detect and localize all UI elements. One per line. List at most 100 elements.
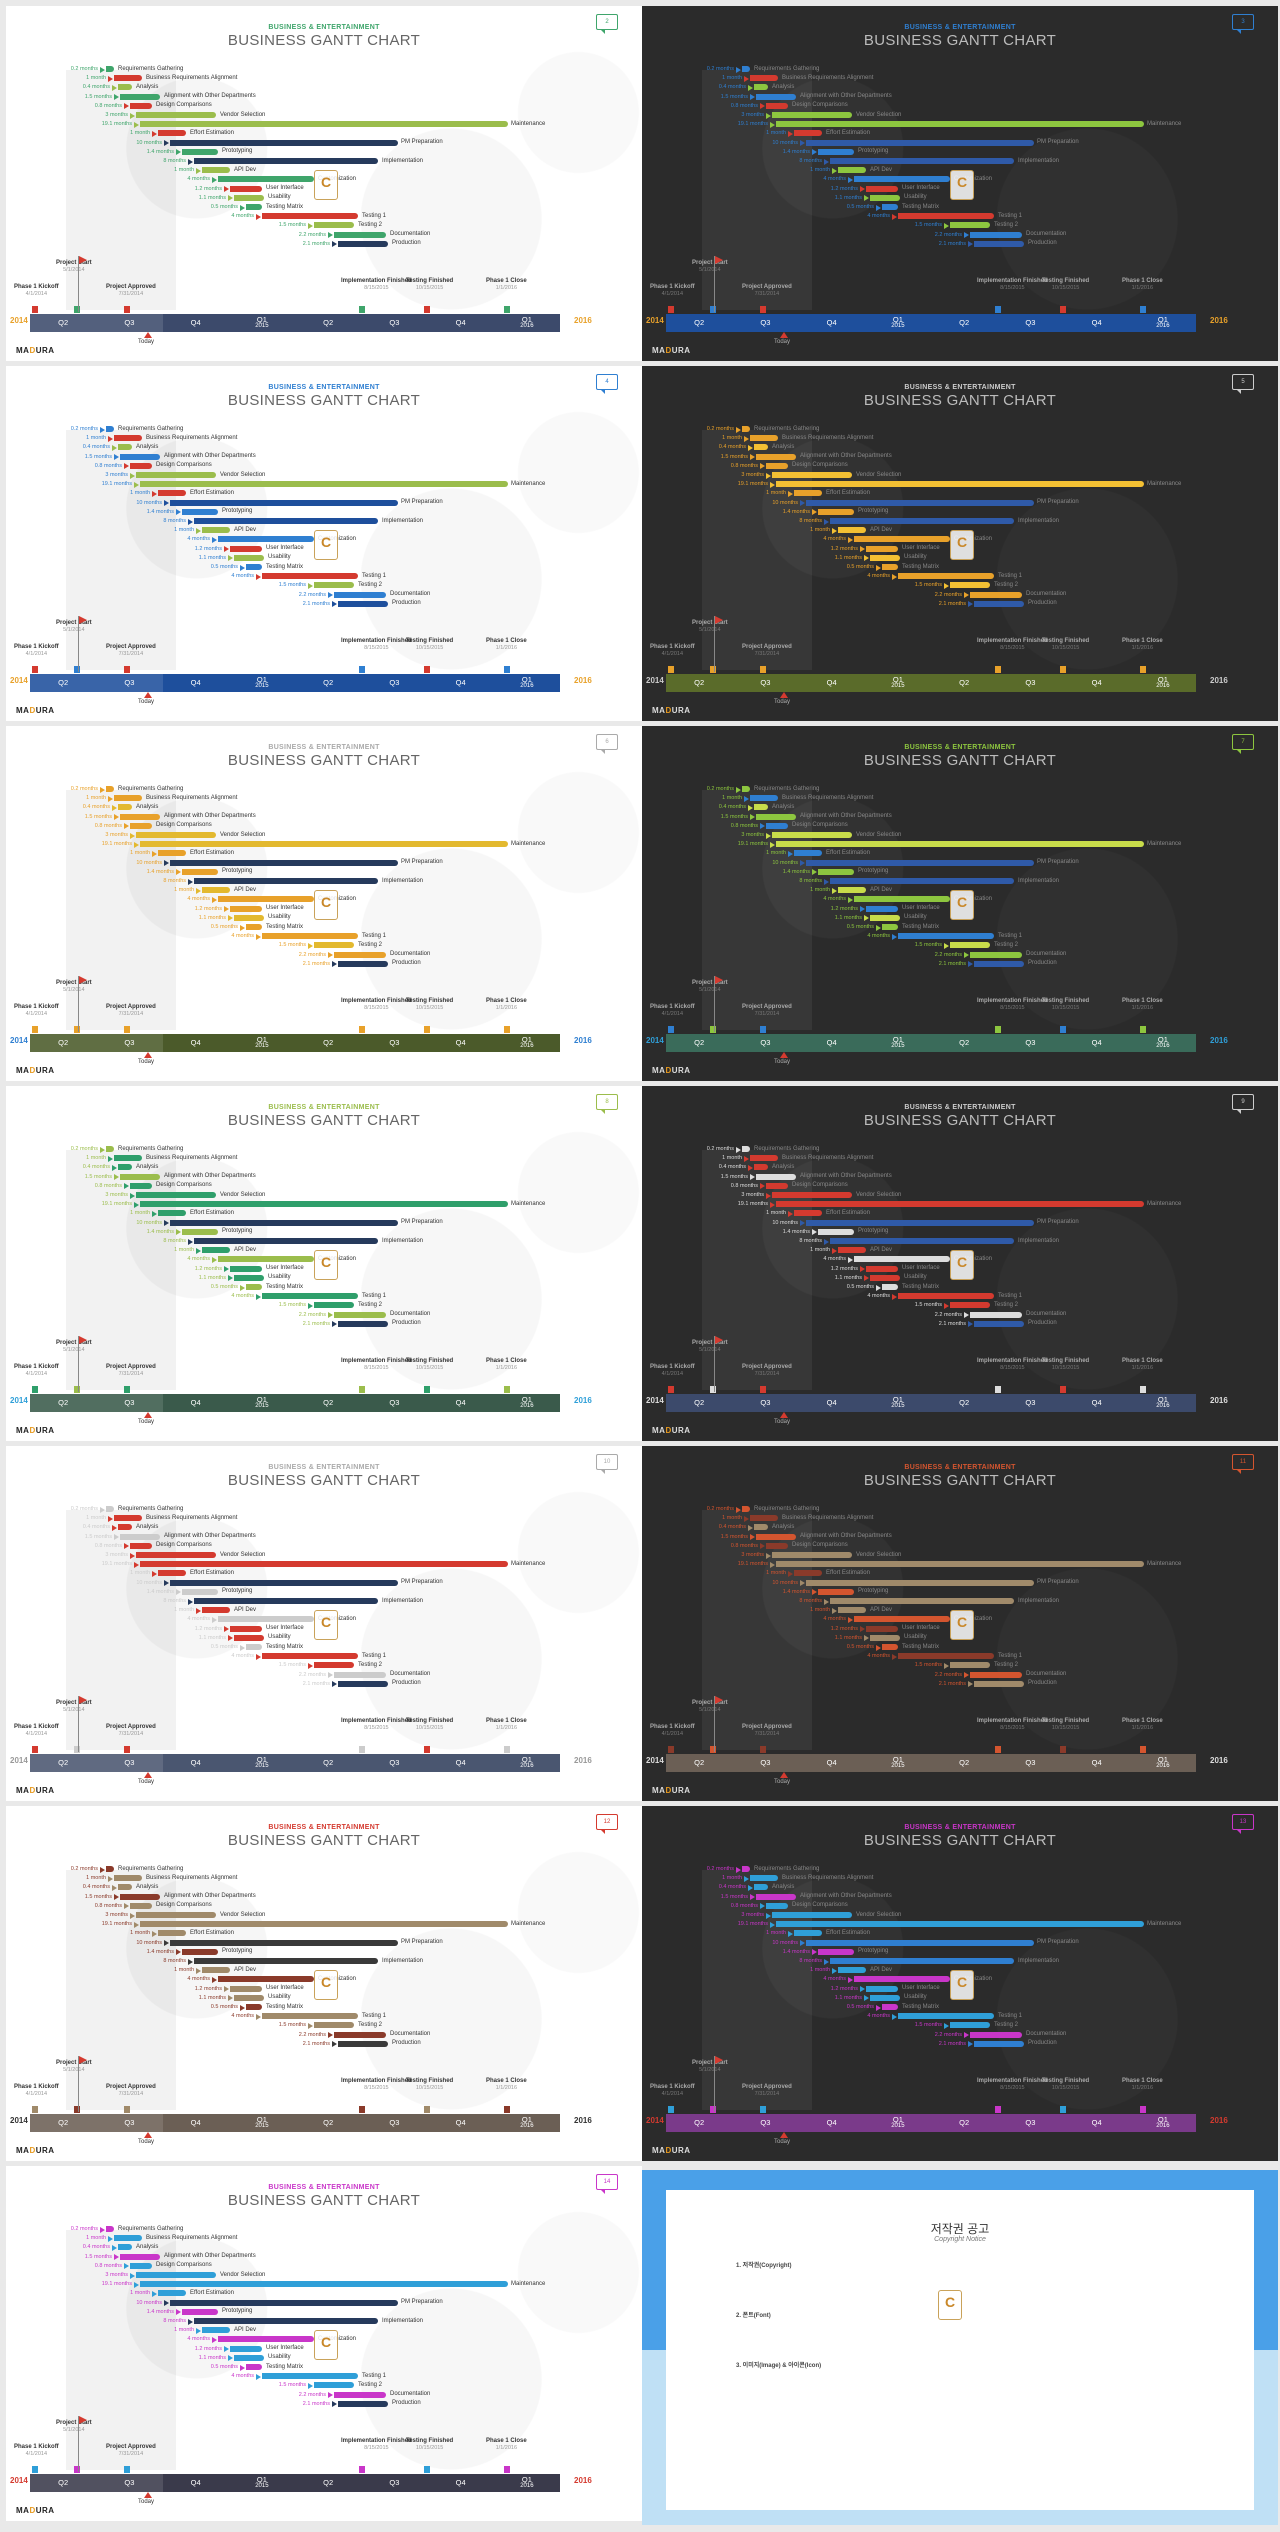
task-bar[interactable] — [772, 1912, 852, 1918]
task-bar[interactable] — [882, 1284, 898, 1290]
task-bar[interactable] — [750, 1515, 778, 1522]
task-bar[interactable] — [818, 1588, 854, 1595]
task-bar[interactable] — [854, 176, 950, 183]
task-bar[interactable] — [130, 1542, 152, 1549]
task-bar[interactable] — [838, 887, 866, 894]
task-bar[interactable] — [136, 112, 216, 118]
task-bar[interactable] — [882, 2004, 898, 2010]
task-bar[interactable] — [218, 2336, 314, 2343]
task-bar[interactable] — [334, 2391, 386, 2398]
task-bar[interactable] — [202, 887, 230, 894]
task-bar[interactable] — [754, 1884, 768, 1891]
task-bar[interactable] — [974, 2040, 1024, 2047]
task-bar[interactable] — [140, 1201, 508, 1208]
task-bar[interactable] — [182, 2308, 218, 2315]
task-bar[interactable] — [130, 462, 152, 469]
task-bar[interactable] — [756, 1173, 796, 1180]
task-bar[interactable] — [202, 1247, 230, 1254]
task-bar[interactable] — [120, 1893, 160, 1900]
task-bar[interactable] — [170, 2299, 398, 2306]
task-bar[interactable] — [818, 148, 854, 155]
task-bar[interactable] — [136, 832, 216, 838]
task-bar[interactable] — [314, 2022, 354, 2029]
task-bar[interactable] — [742, 1506, 750, 1512]
task-bar[interactable] — [246, 204, 262, 210]
task-bar[interactable] — [136, 1912, 216, 1918]
task-bar[interactable] — [136, 1552, 216, 1558]
task-bar[interactable] — [756, 813, 796, 820]
task-bar[interactable] — [806, 1939, 1034, 1946]
task-bar[interactable] — [750, 795, 778, 802]
task-bar[interactable] — [106, 1866, 114, 1872]
task-bar[interactable] — [974, 600, 1024, 607]
task-bar[interactable] — [114, 1875, 142, 1882]
task-bar[interactable] — [794, 1210, 822, 1217]
task-bar[interactable] — [754, 1164, 768, 1171]
task-bar[interactable] — [182, 148, 218, 155]
task-bar[interactable] — [870, 1274, 900, 1281]
slide-thumbnail[interactable]: BUSINESS & ENTERTAINMENT BUSINESS GANTT C… — [6, 6, 642, 361]
task-bar[interactable] — [314, 1302, 354, 1309]
task-bar[interactable] — [870, 554, 900, 561]
task-bar[interactable] — [838, 167, 866, 174]
task-bar[interactable] — [766, 1182, 788, 1189]
task-bar[interactable] — [140, 2281, 508, 2288]
task-bar[interactable] — [870, 1634, 900, 1641]
task-bar[interactable] — [140, 1921, 508, 1928]
task-bar[interactable] — [194, 158, 378, 164]
task-bar[interactable] — [262, 933, 358, 940]
task-bar[interactable] — [114, 435, 142, 442]
slide-thumbnail[interactable]: BUSINESS & ENTERTAINMENT BUSINESS GANTT C… — [6, 726, 642, 1081]
task-bar[interactable] — [766, 1902, 788, 1909]
task-bar[interactable] — [838, 527, 866, 534]
task-bar[interactable] — [854, 1256, 950, 1263]
task-bar[interactable] — [866, 185, 898, 192]
task-bar[interactable] — [882, 924, 898, 930]
task-bar[interactable] — [882, 204, 898, 210]
task-bar[interactable] — [182, 1588, 218, 1595]
task-bar[interactable] — [794, 1570, 822, 1577]
task-bar[interactable] — [120, 93, 160, 100]
task-bar[interactable] — [334, 2031, 386, 2038]
task-bar[interactable] — [106, 426, 114, 432]
task-bar[interactable] — [314, 942, 354, 949]
task-bar[interactable] — [806, 1579, 1034, 1586]
task-bar[interactable] — [806, 139, 1034, 146]
task-bar[interactable] — [776, 1921, 1144, 1928]
task-bar[interactable] — [234, 1634, 264, 1641]
task-bar[interactable] — [950, 1662, 990, 1669]
task-bar[interactable] — [970, 1671, 1022, 1678]
task-bar[interactable] — [234, 554, 264, 561]
task-bar[interactable] — [234, 1994, 264, 2001]
task-bar[interactable] — [766, 462, 788, 469]
task-bar[interactable] — [838, 1607, 866, 1614]
task-bar[interactable] — [754, 1524, 768, 1531]
task-bar[interactable] — [218, 896, 314, 903]
task-bar[interactable] — [246, 564, 262, 570]
task-bar[interactable] — [194, 878, 378, 884]
task-bar[interactable] — [334, 951, 386, 958]
task-bar[interactable] — [898, 933, 994, 940]
task-bar[interactable] — [106, 1146, 114, 1152]
task-bar[interactable] — [772, 1552, 852, 1558]
task-bar[interactable] — [262, 213, 358, 220]
task-bar[interactable] — [182, 1228, 218, 1235]
task-bar[interactable] — [114, 75, 142, 82]
task-bar[interactable] — [818, 1228, 854, 1235]
task-bar[interactable] — [818, 508, 854, 515]
task-bar[interactable] — [194, 518, 378, 524]
task-bar[interactable] — [140, 121, 508, 128]
task-bar[interactable] — [830, 1958, 1014, 1964]
task-bar[interactable] — [742, 66, 750, 72]
task-bar[interactable] — [756, 453, 796, 460]
task-bar[interactable] — [262, 1293, 358, 1300]
task-bar[interactable] — [338, 600, 388, 607]
task-bar[interactable] — [130, 102, 152, 109]
task-bar[interactable] — [854, 1976, 950, 1983]
task-bar[interactable] — [866, 1985, 898, 1992]
slide-thumbnail[interactable]: BUSINESS & ENTERTAINMENT BUSINESS GANTT C… — [6, 2166, 642, 2521]
task-bar[interactable] — [106, 1506, 114, 1512]
task-bar[interactable] — [170, 1579, 398, 1586]
task-bar[interactable] — [262, 573, 358, 580]
task-bar[interactable] — [158, 1210, 186, 1217]
